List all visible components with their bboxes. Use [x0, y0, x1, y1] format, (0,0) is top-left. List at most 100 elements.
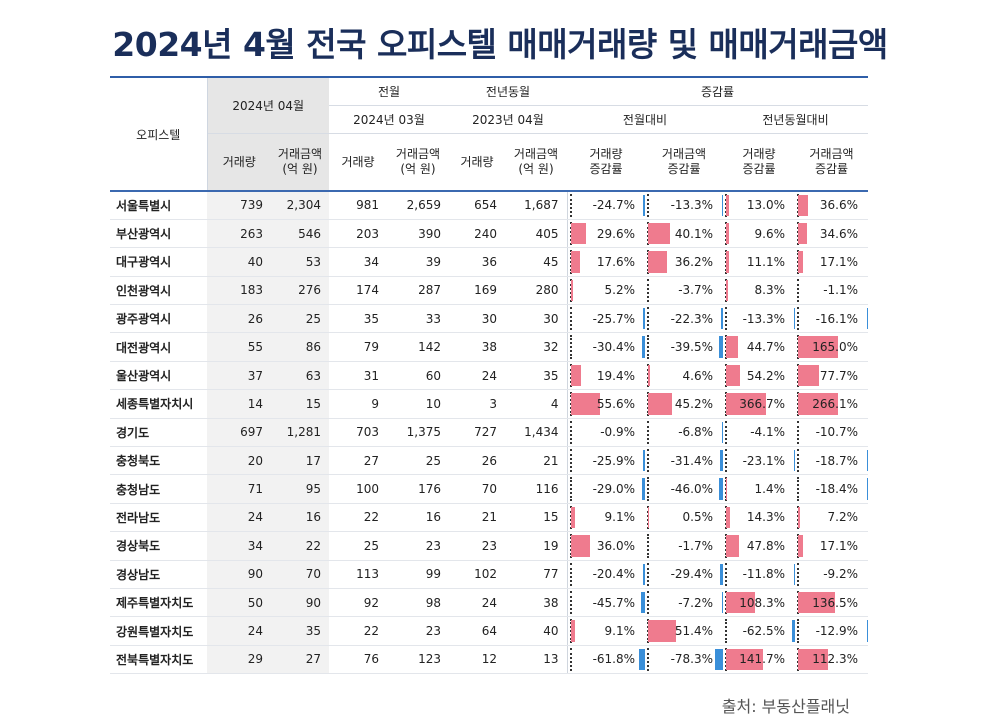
- change-bar: [867, 450, 869, 472]
- change-cell: 17.1%: [795, 247, 869, 277]
- table-row: 부산광역시 263 546 203 390 240 405 29.6% 40.1% 9.6% 34.…: [110, 219, 869, 249]
- change-bar: [722, 591, 724, 614]
- value-cell: 739: [207, 189, 271, 220]
- change-value: 4.6%: [682, 368, 714, 383]
- value-cell: 64: [449, 616, 505, 646]
- change-bar: [798, 251, 803, 273]
- change-value: -61.8%: [592, 652, 636, 667]
- region-cell: 제주특별자치도: [110, 588, 207, 618]
- col-volume-change: 거래량 증감률: [723, 133, 796, 192]
- change-cell: -78.3%: [645, 645, 724, 675]
- zero-axis: [647, 449, 650, 473]
- zero-axis: [797, 278, 800, 303]
- change-header: 증감률: [567, 77, 869, 106]
- table-row: 충청북도 20 17 27 25 26 21 -25.9% -31.4% -23.1% -18.7%: [110, 446, 869, 476]
- change-bar: [570, 279, 574, 302]
- change-cell: -22.3%: [645, 304, 724, 334]
- region-cell: 인천광역시: [110, 276, 207, 306]
- value-cell: 25: [329, 531, 387, 561]
- zero-axis: [569, 420, 572, 445]
- value-cell: 45: [505, 247, 568, 277]
- change-value: -18.7%: [815, 453, 859, 468]
- change-cell: -18.7%: [795, 446, 869, 476]
- value-cell: 23: [449, 531, 505, 561]
- prev-month-date-header: 2024년 03월: [329, 105, 449, 134]
- change-bar: [726, 393, 766, 415]
- change-cell: -16.1%: [795, 304, 869, 334]
- value-cell: 9: [329, 389, 387, 419]
- table-row: 울산광역시 37 63 31 60 24 35 19.4% 4.6% 54.2% 77.7%: [110, 361, 869, 391]
- value-cell: 16: [387, 503, 449, 533]
- change-bar: [726, 279, 729, 302]
- change-cell: -10.7%: [795, 418, 869, 448]
- value-cell: 174: [329, 276, 387, 306]
- value-cell: 22: [271, 531, 329, 561]
- change-value: -31.4%: [670, 453, 714, 468]
- zero-axis: [569, 562, 572, 586]
- value-cell: 29: [207, 645, 271, 675]
- change-bar: [640, 591, 646, 614]
- zero-axis: [725, 307, 728, 331]
- change-value: 55.6%: [596, 396, 636, 411]
- change-cell: 11.1%: [723, 247, 796, 277]
- change-bar: [794, 308, 796, 330]
- change-cell: -29.0%: [566, 474, 646, 504]
- table-row: 전라남도 24 16 22 16 21 15 9.1% 0.5% 14.3% 7.2%: [110, 503, 869, 533]
- col-volume-change: 거래량 증감률: [567, 133, 646, 192]
- change-bar: [794, 563, 796, 585]
- change-cell: -45.7%: [566, 588, 646, 618]
- change-value: -30.4%: [592, 340, 636, 355]
- change-cell: 5.2%: [566, 276, 646, 306]
- value-cell: 10: [387, 389, 449, 419]
- change-cell: 108.3%: [723, 588, 796, 618]
- region-cell: 강원특별자치도: [110, 616, 207, 646]
- change-value: 45.2%: [674, 396, 714, 411]
- value-cell: 71: [207, 474, 271, 504]
- value-cell: 15: [271, 389, 329, 419]
- value-cell: 35: [329, 304, 387, 334]
- change-bar: [719, 336, 724, 358]
- value-cell: 50: [207, 588, 271, 618]
- change-bar: [726, 506, 730, 529]
- value-cell: 35: [505, 361, 568, 391]
- zero-axis: [797, 562, 800, 586]
- change-value: -16.1%: [815, 311, 859, 326]
- table-row: 대전광역시 55 86 79 142 38 32 -30.4% -39.5% 44.7% 165.0…: [110, 332, 869, 362]
- change-value: -13.3%: [742, 311, 786, 326]
- change-bar: [648, 222, 670, 245]
- region-cell: 서울특별시: [110, 189, 207, 220]
- change-bar: [570, 251, 580, 273]
- value-cell: 981: [329, 189, 387, 220]
- zero-axis: [725, 619, 728, 643]
- change-cell: -6.8%: [645, 418, 724, 448]
- change-bar: [726, 648, 764, 671]
- change-bar: [720, 450, 724, 472]
- value-cell: 32: [505, 332, 568, 362]
- change-cell: 36.6%: [795, 189, 869, 220]
- region-cell: 충청남도: [110, 474, 207, 504]
- change-cell: 36.0%: [566, 531, 646, 561]
- value-cell: 16: [271, 503, 329, 533]
- value-cell: 25: [271, 304, 329, 334]
- change-cell: 1.4%: [723, 474, 796, 504]
- value-cell: 23: [387, 616, 449, 646]
- change-value: 112.3%: [812, 652, 859, 667]
- change-bar: [798, 195, 808, 216]
- change-cell: 55.6%: [566, 389, 646, 419]
- change-value: -23.1%: [742, 453, 786, 468]
- value-cell: 63: [271, 361, 329, 391]
- value-cell: 405: [505, 219, 568, 249]
- change-cell: -13.3%: [723, 304, 796, 334]
- region-cell: 세종특별자치시: [110, 389, 207, 419]
- value-cell: 27: [329, 446, 387, 476]
- region-cell: 전북특별자치도: [110, 645, 207, 675]
- change-cell: -25.9%: [566, 446, 646, 476]
- value-cell: 70: [271, 560, 329, 589]
- change-bar: [726, 591, 755, 614]
- change-cell: -7.2%: [645, 588, 724, 618]
- table-body: 서울특별시 739 2,304 981 2,659 654 1,687 -24.7% -13.3…: [110, 189, 869, 675]
- zero-axis: [569, 449, 572, 473]
- change-value: -4.1%: [750, 425, 786, 440]
- value-cell: 53: [271, 247, 329, 277]
- change-bar: [642, 195, 646, 216]
